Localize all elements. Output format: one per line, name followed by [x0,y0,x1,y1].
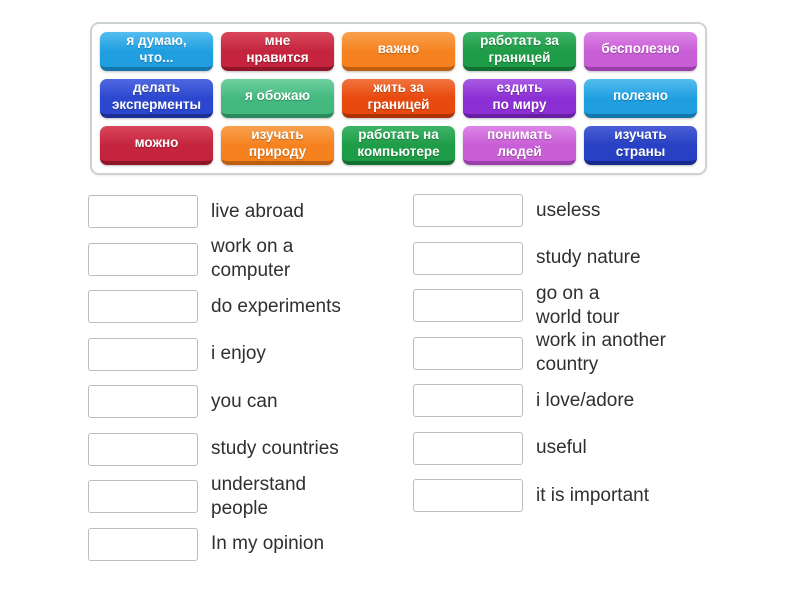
match-row: work on a computer [88,236,341,281]
match-row: study countries [88,432,341,466]
answer-slot[interactable] [88,337,198,371]
answer-slot[interactable] [413,289,523,322]
match-row: study nature [413,241,666,275]
match-label: live abroad [211,200,304,222]
match-label: you can [211,390,278,412]
match-column-right: useless study nature go on a world tour … [413,194,666,527]
match-row: you can [88,385,341,418]
match-label: study nature [536,247,641,269]
word-tile[interactable]: делать эксперменты [100,79,213,118]
match-label: do experiments [211,295,341,317]
match-row: go on a world tour [413,283,666,328]
answer-slot[interactable] [88,242,198,276]
word-tile[interactable]: можно [100,126,213,165]
match-row: understand people [88,474,341,519]
word-tile[interactable]: я думаю, что... [100,32,213,71]
answer-slot[interactable] [413,241,523,275]
match-label: understand people [211,473,307,519]
match-label: useful [536,437,587,459]
match-column-left: live abroad work on a computer do experi… [88,195,341,575]
match-row: In my opinion [88,527,341,561]
answer-slot[interactable] [413,194,523,227]
match-row: work in another country [413,330,666,375]
match-row: useless [413,194,666,227]
answer-slot[interactable] [413,431,523,465]
match-label: i enjoy [211,343,266,365]
match-label: work in another country [536,330,666,375]
answer-slot[interactable] [88,432,198,466]
match-row: live abroad [88,195,341,228]
word-tile[interactable]: работать на компьютере [342,126,455,165]
answer-slot[interactable] [413,479,523,512]
match-label: study countries [211,438,339,460]
match-row: i love/adore [413,384,666,417]
match-label: it is important [536,484,649,506]
answer-slot[interactable] [88,195,198,228]
match-label: work on a computer [211,236,294,281]
word-tile[interactable]: мне нравится [221,32,334,71]
match-label: go on a world tour [536,282,620,328]
answer-slot[interactable] [413,336,523,370]
word-bank: я думаю, что... мне нравится важно работ… [90,22,707,175]
answer-slot[interactable] [88,480,198,513]
match-label: useless [536,199,601,221]
word-tile[interactable]: работать за границей [463,32,576,71]
word-tile[interactable]: изучать природу [221,126,334,165]
word-tile[interactable]: важно [342,32,455,71]
word-tile[interactable]: я обожаю [221,79,334,118]
word-tile[interactable]: ездить по миру [463,79,576,118]
answer-slot[interactable] [88,385,198,418]
word-tile[interactable]: полезно [584,79,697,118]
word-tile[interactable]: бесполезно [584,32,697,71]
answer-slot[interactable] [88,527,198,561]
match-label: In my opinion [211,533,325,555]
match-row: do experiments [88,290,341,323]
answer-slot[interactable] [88,290,198,323]
match-label: i love/adore [536,389,635,411]
match-row: i enjoy [88,337,341,371]
match-row: useful [413,431,666,465]
match-row: it is important [413,479,666,512]
word-tile[interactable]: жить за границей [342,79,455,118]
word-tile[interactable]: изучать страны [584,126,697,165]
answer-slot[interactable] [413,384,523,417]
word-tile[interactable]: понимать людей [463,126,576,165]
